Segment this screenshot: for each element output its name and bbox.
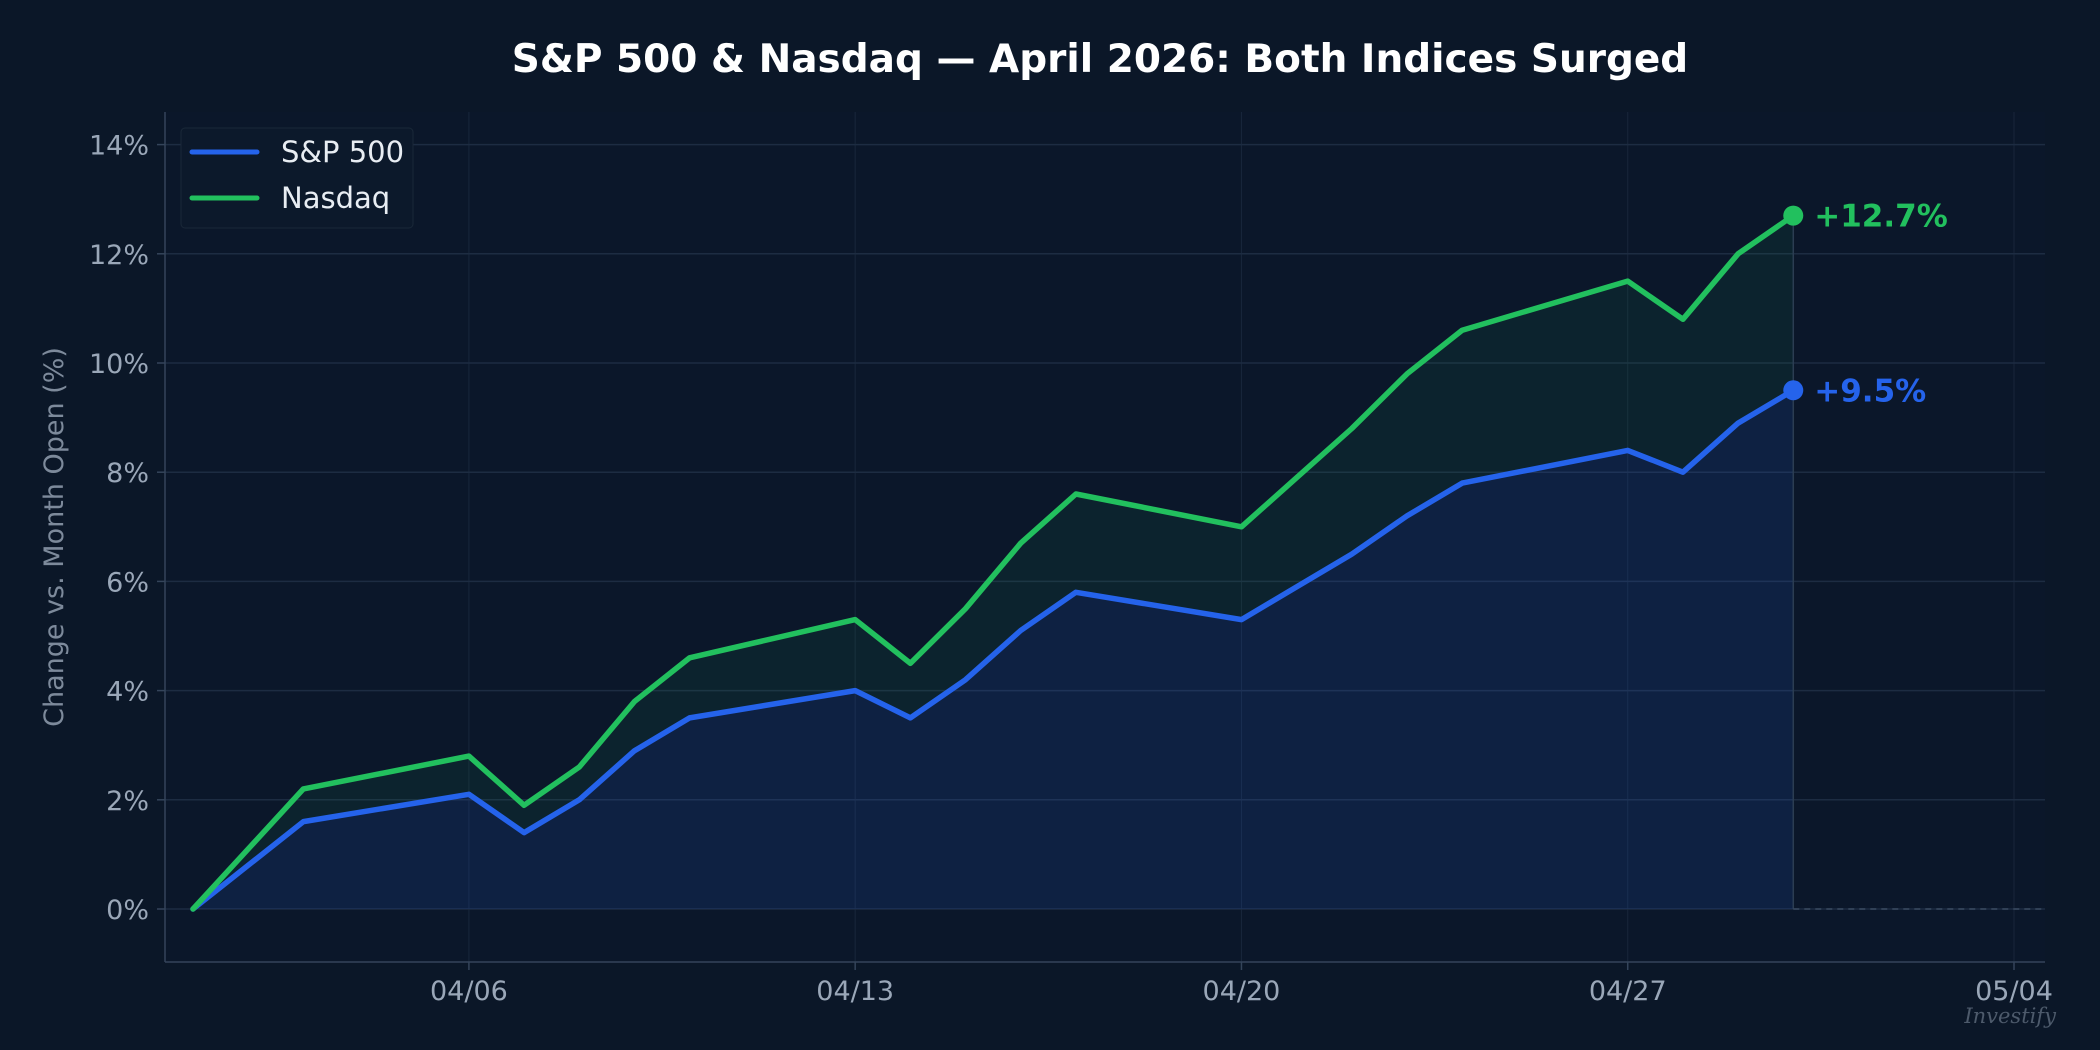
y-tick-label: 0% bbox=[106, 895, 149, 926]
sp500-end-label: +9.5% bbox=[1814, 373, 1926, 409]
y-tick-label: 4% bbox=[106, 677, 149, 708]
sp500-end-marker bbox=[1783, 380, 1804, 401]
x-tick-label: 04/20 bbox=[1203, 976, 1281, 1007]
nasdaq-line bbox=[190, 212, 1797, 912]
grid-lines bbox=[165, 112, 2045, 962]
tick-labels: 0% 2% 4% 6% 8% 10% 12% 14% 04/06 04/13 04/20 04/27 0… bbox=[89, 131, 2053, 1007]
end-markers: +9.5% +12.7% bbox=[1783, 199, 1948, 409]
chart-title: S&P 500 & Nasdaq — April 2026: Both Indi… bbox=[512, 37, 1688, 82]
y-tick-label: 10% bbox=[89, 349, 149, 380]
y-axis-label: Change vs. Month Open (%) bbox=[39, 347, 70, 727]
sp500-area-fill bbox=[193, 390, 1794, 909]
x-tick-label: 05/04 bbox=[1975, 976, 2053, 1007]
sp500-line bbox=[190, 387, 1797, 912]
nasdaq-end-marker bbox=[1783, 205, 1804, 226]
legend-label-nasdaq: Nasdaq bbox=[281, 181, 390, 215]
series-lines bbox=[190, 212, 1797, 912]
y-tick-label: 6% bbox=[106, 567, 149, 598]
y-tick-label: 2% bbox=[106, 786, 149, 817]
y-tick-label: 8% bbox=[106, 458, 149, 489]
y-tick-label: 14% bbox=[89, 131, 149, 162]
watermark: Investify bbox=[1963, 1004, 2057, 1028]
axes bbox=[157, 112, 2045, 970]
y-tick-label: 12% bbox=[89, 240, 149, 271]
legend: S&P 500 Nasdaq bbox=[180, 127, 414, 229]
legend-label-sp500: S&P 500 bbox=[281, 135, 404, 169]
x-tick-label: 04/13 bbox=[816, 976, 894, 1007]
x-tick-label: 04/27 bbox=[1589, 976, 1667, 1007]
x-tick-label: 04/06 bbox=[430, 976, 508, 1007]
nasdaq-end-label: +12.7% bbox=[1814, 199, 1948, 235]
